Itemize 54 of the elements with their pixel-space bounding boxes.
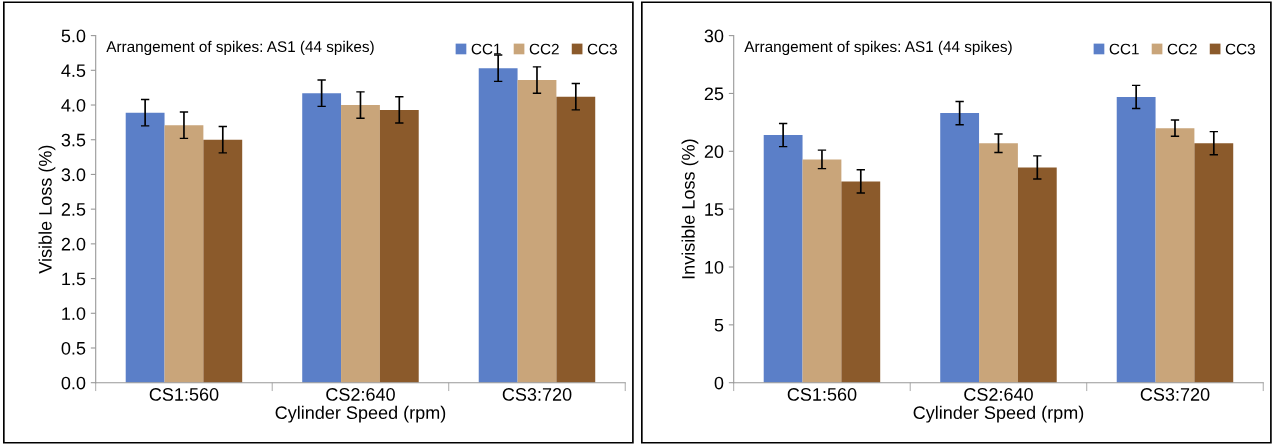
y-tick-label: 25 [704, 87, 724, 101]
x-tick-label: CS1:560 [149, 388, 219, 401]
bar [478, 68, 518, 383]
bar [125, 112, 165, 383]
bar [979, 143, 1018, 383]
y-tick-label: 30 [704, 29, 724, 43]
bar [556, 96, 596, 383]
x-tick-label: CS1:560 [787, 388, 857, 401]
legend-label: CC3 [1225, 43, 1255, 55]
x-tick-label: CS2:640 [964, 388, 1033, 401]
legend-label: CC2 [529, 43, 559, 55]
y-tick-label: 5.0 [61, 29, 86, 43]
x-axis-title: Cylinder Speed (rpm) [913, 405, 1084, 423]
x-axis-title: Cylinder Speed (rpm) [275, 405, 446, 423]
y-axis-title: Invisible Loss (%) [681, 139, 699, 279]
y-tick-label: 4.0 [61, 98, 86, 112]
legend-label: CC3 [587, 43, 617, 55]
y-tick-label: 3.5 [61, 133, 86, 147]
y-axis-title: Visible Loss (%) [38, 145, 56, 274]
bar [763, 135, 803, 383]
x-tick-label: CS2:640 [326, 388, 395, 401]
y-tick-label: 2.0 [61, 237, 86, 251]
bar [341, 105, 380, 383]
y-tick-label: 0.5 [61, 341, 86, 355]
y-tick-label: 5 [714, 318, 724, 332]
bar [841, 181, 881, 383]
bar [940, 113, 980, 383]
x-tick-label: CS3:720 [1140, 388, 1210, 401]
y-tick-label: 3.0 [61, 168, 86, 182]
x-tick-label: CS3:720 [502, 388, 572, 401]
y-tick-label: 10 [705, 260, 724, 274]
bar [1194, 143, 1234, 383]
y-tick-label: 15 [705, 203, 724, 216]
annotation: Arrangement of spikes: AS1 (44 spikes) [744, 40, 1012, 56]
y-tick-label: 20 [704, 145, 724, 159]
bar [203, 139, 243, 383]
bar [517, 80, 557, 383]
bar [1155, 128, 1195, 383]
bar [302, 93, 342, 383]
bar [164, 125, 204, 383]
bar [379, 109, 419, 383]
bar [1116, 96, 1156, 383]
y-tick-label: 2.5 [61, 203, 86, 216]
annotation: Arrangement of spikes: AS1 (44 spikes) [106, 40, 374, 56]
bar [802, 159, 842, 383]
legend-label: CC1 [1109, 43, 1139, 55]
bar [1017, 167, 1057, 383]
y-tick-label: 1.5 [62, 272, 86, 286]
legend-label: CC1 [471, 43, 501, 55]
legend-label: CC2 [1167, 43, 1197, 55]
y-tick-label: 0.0 [61, 376, 86, 390]
y-tick-label: 0 [714, 376, 724, 390]
y-tick-label: 1.0 [62, 307, 86, 320]
y-tick-label: 4.5 [61, 64, 86, 78]
